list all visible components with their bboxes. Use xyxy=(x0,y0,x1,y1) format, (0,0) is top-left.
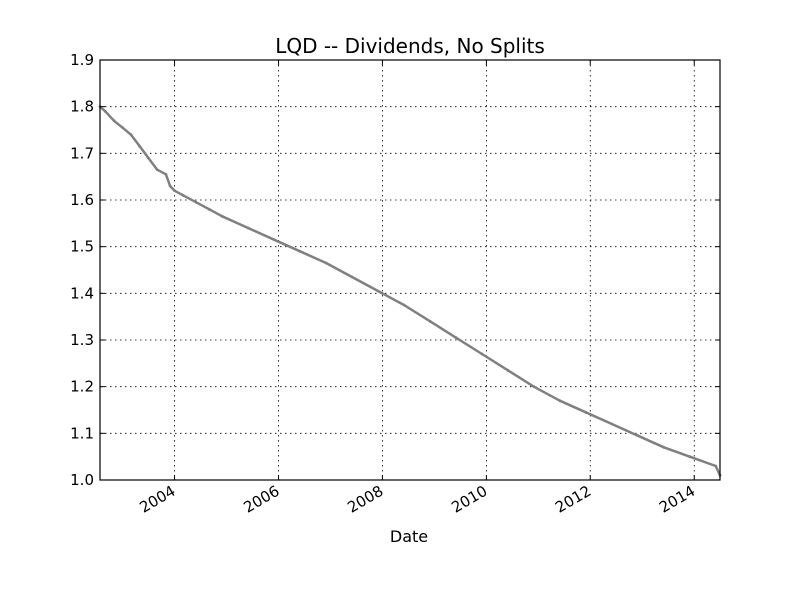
y-tick-labels: 1.0 1.1 1.2 1.3 1.4 1.5 1.6 1.7 1.8 1.9 xyxy=(70,51,94,489)
data-point xyxy=(194,200,198,204)
data-point xyxy=(558,399,562,403)
y-tick-label: 1.7 xyxy=(70,144,94,162)
plot-frame xyxy=(99,59,721,481)
data-point xyxy=(112,119,116,123)
data-point xyxy=(168,184,172,188)
data-point xyxy=(584,410,588,414)
x-axis-label: Date xyxy=(390,527,428,546)
y-tick-label: 1.6 xyxy=(70,191,94,209)
data-point xyxy=(454,336,458,340)
data-point xyxy=(324,261,328,265)
data-point xyxy=(662,445,666,449)
data-point xyxy=(138,144,142,148)
data-point xyxy=(155,168,159,172)
grid xyxy=(100,60,720,480)
data-point xyxy=(428,319,432,323)
data-point xyxy=(164,172,168,176)
data-point xyxy=(272,238,276,242)
data-point xyxy=(146,156,150,160)
y-tick-label: 1.0 xyxy=(70,471,94,489)
series-layer xyxy=(98,105,722,477)
x-tick-label: 2012 xyxy=(552,482,594,517)
x-tick-label: 2006 xyxy=(240,482,282,517)
data-point xyxy=(532,385,536,389)
data-point xyxy=(610,422,614,426)
data-point xyxy=(181,193,185,197)
data-point xyxy=(246,226,250,230)
data-point xyxy=(402,303,406,307)
ticks xyxy=(100,59,720,481)
x-tick-label: 2004 xyxy=(136,482,178,517)
data-point xyxy=(103,109,107,113)
y-tick-label: 1.1 xyxy=(70,424,94,442)
x-tick-labels: 2004 2006 2008 2010 2012 2014 xyxy=(136,482,698,517)
y-tick-label: 1.2 xyxy=(70,378,94,396)
data-point xyxy=(350,275,354,279)
y-tick-label: 1.9 xyxy=(70,51,94,69)
data-point xyxy=(688,455,692,459)
series-line xyxy=(98,105,722,477)
data-point xyxy=(298,249,302,253)
y-tick-label: 1.8 xyxy=(70,98,94,116)
data-point xyxy=(714,464,718,468)
x-tick-label: 2010 xyxy=(448,482,490,517)
data-point xyxy=(636,434,640,438)
data-point xyxy=(480,352,484,356)
data-point xyxy=(207,207,211,211)
data-point xyxy=(506,368,510,372)
x-tick-label: 2008 xyxy=(344,482,386,517)
data-point xyxy=(376,289,380,293)
data-point xyxy=(121,126,125,130)
data-point xyxy=(220,214,224,218)
y-tick-label: 1.3 xyxy=(70,331,94,349)
data-point xyxy=(173,189,176,193)
data-point xyxy=(129,133,133,137)
chart-title: LQD -- Dividends, No Splits xyxy=(275,34,545,58)
y-tick-label: 1.5 xyxy=(70,238,94,256)
x-tick-label: 2014 xyxy=(656,482,698,517)
y-tick-label: 1.4 xyxy=(70,284,94,302)
